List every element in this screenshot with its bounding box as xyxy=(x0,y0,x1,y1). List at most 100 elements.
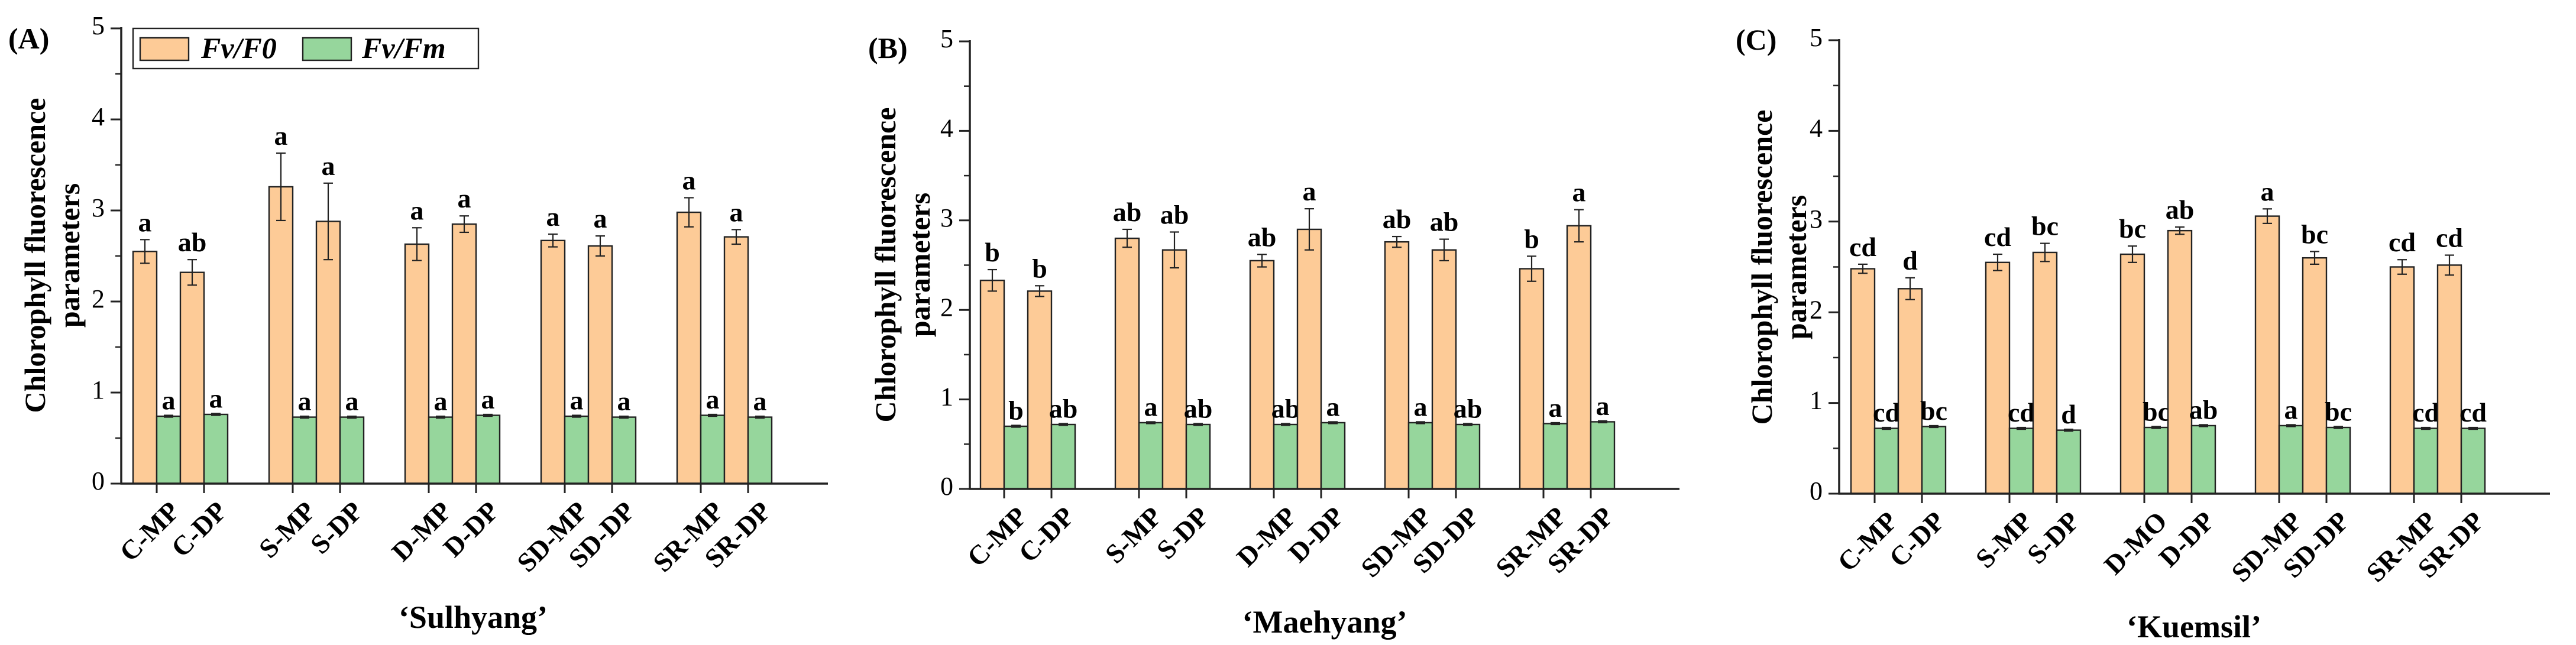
fv-f0-sig-label: bc xyxy=(2301,219,2328,249)
fv-f0-bar xyxy=(1897,288,1923,495)
error-bar xyxy=(2334,426,2343,429)
legend-label-fv-f0: Fv/F0 xyxy=(200,31,277,64)
error-bar xyxy=(2151,426,2161,429)
fv-f0-bar xyxy=(1384,241,1410,490)
error-bar xyxy=(1993,253,2002,271)
y-tick-label: 4 xyxy=(1810,114,1823,142)
error-bar xyxy=(1551,422,1560,426)
fv-fm-sig-label: a xyxy=(617,386,631,416)
category-label: C-DP xyxy=(166,495,233,563)
fv-fm-bar xyxy=(564,415,590,485)
fv-f0-sig-label: cd xyxy=(2436,223,2463,253)
error-bar xyxy=(708,413,717,417)
fv-fm-bar xyxy=(156,415,182,485)
y-tick-label: 2 xyxy=(1810,295,1823,324)
chart-panel-3: (C) Chlorophyll fluorescence parameters ‘Ku… xyxy=(1736,23,2550,644)
fv-fm-bar xyxy=(203,413,229,485)
fv-f0-bar xyxy=(1296,228,1322,490)
y-tick-label: 1 xyxy=(92,375,105,404)
category-label: D-MP xyxy=(1231,501,1302,572)
error-bar xyxy=(596,235,605,257)
error-bar xyxy=(2286,424,2296,427)
fv-f0-bar xyxy=(404,243,430,485)
y-tick-label: 2 xyxy=(92,284,105,313)
y-tick-label: 2 xyxy=(940,293,953,322)
category-label: C-MP xyxy=(961,501,1033,572)
error-bar xyxy=(1574,209,1584,243)
fv-f0-sig-label: a xyxy=(458,183,471,213)
error-bar xyxy=(2397,259,2407,275)
fv-fm-bar xyxy=(1320,422,1346,490)
fv-fm-bar xyxy=(1542,423,1568,490)
fv-f0-bar xyxy=(2167,229,2193,495)
fv-f0-bar xyxy=(315,221,341,485)
category-label: S-MP xyxy=(1099,501,1168,569)
fv-fm-bar xyxy=(1273,423,1299,490)
error-bar xyxy=(2064,428,2073,432)
fv-f0-sig-label: ab xyxy=(1160,199,1189,229)
error-bar xyxy=(187,259,197,286)
fv-fm-bar xyxy=(475,414,501,485)
panel-label: (C) xyxy=(1736,23,1776,56)
error-bar xyxy=(548,233,558,248)
error-bar xyxy=(755,415,765,419)
fv-f0-bar xyxy=(2119,253,2145,495)
fv-fm-bar xyxy=(2278,424,2304,495)
fv-fm-sig-label: b xyxy=(1008,396,1024,426)
error-bar xyxy=(1858,263,1868,274)
error-bar xyxy=(459,215,469,234)
category-label: S-DP xyxy=(1151,501,1215,565)
fv-fm-sig-label: a xyxy=(2284,394,2298,424)
fv-f0-sig-label: b xyxy=(1524,223,1539,254)
fv-fm-bar xyxy=(292,416,318,485)
fv-f0-sig-label: a xyxy=(730,197,743,227)
category-label: S-MP xyxy=(1970,505,2038,574)
fv-fm-bar xyxy=(1050,423,1076,490)
category-label: D-DP xyxy=(438,495,505,563)
error-bar xyxy=(1011,424,1021,428)
fv-f0-bar xyxy=(723,236,749,485)
legend-swatch-fv-fm xyxy=(302,37,352,61)
error-bar xyxy=(1035,285,1044,297)
fv-fm-sig-label: a xyxy=(345,386,359,416)
fv-fm-sig-label: a xyxy=(1414,391,1428,422)
fv-fm-sig-label: bc xyxy=(2143,396,2170,426)
error-bar xyxy=(2128,245,2137,263)
error-bar xyxy=(2017,426,2026,430)
error-bar xyxy=(483,413,493,417)
x-axis-title: ‘Kuemsil’ xyxy=(2127,609,2261,644)
fv-fm-bar xyxy=(747,416,773,485)
error-bar xyxy=(1598,420,1607,424)
error-bar xyxy=(1122,228,1132,248)
fv-f0-sig-label: ab xyxy=(1430,207,1459,237)
fv-fm-sig-label: ab xyxy=(1184,393,1213,423)
y-tick-label: 5 xyxy=(940,24,953,53)
fv-f0-sig-label: ab xyxy=(2166,195,2195,225)
fv-f0-sig-label: b xyxy=(1032,253,1047,283)
fv-fm-sig-label: bc xyxy=(1920,396,1947,426)
error-bar xyxy=(412,227,422,261)
fv-f0-bar xyxy=(1161,249,1187,490)
fv-fm-sig-label: a xyxy=(434,386,448,416)
y-tick-label: 1 xyxy=(940,383,953,411)
fv-fm-bar xyxy=(1873,427,1899,495)
error-bar xyxy=(2040,242,2050,262)
fv-f0-sig-label: ab xyxy=(1383,204,1412,234)
fv-fm-bar xyxy=(1590,421,1616,490)
fv-fm-bar xyxy=(2008,427,2034,495)
y-tick-label: 1 xyxy=(1810,386,1823,415)
chart-panel-2: (B) Chlorophyll fluorescence parameters ‘Ma… xyxy=(868,24,1679,640)
fv-f0-sig-label: a xyxy=(594,203,607,234)
fv-f0-bar xyxy=(587,245,613,485)
error-bar xyxy=(164,414,173,418)
fv-fm-bar xyxy=(1407,422,1433,490)
y-axis-title: Chlorophyll fluorescence xyxy=(18,98,51,413)
category-label: D-DP xyxy=(2153,505,2221,573)
fv-f0-sig-label: cd xyxy=(1849,232,1876,262)
fv-fm-sig-label: a xyxy=(162,385,176,416)
fv-fm-sig-label: cd xyxy=(1873,397,1900,427)
error-bar xyxy=(276,152,286,222)
fv-fm-bar xyxy=(339,416,365,485)
error-bar xyxy=(1905,277,1915,300)
category-label: S-DP xyxy=(305,495,368,559)
